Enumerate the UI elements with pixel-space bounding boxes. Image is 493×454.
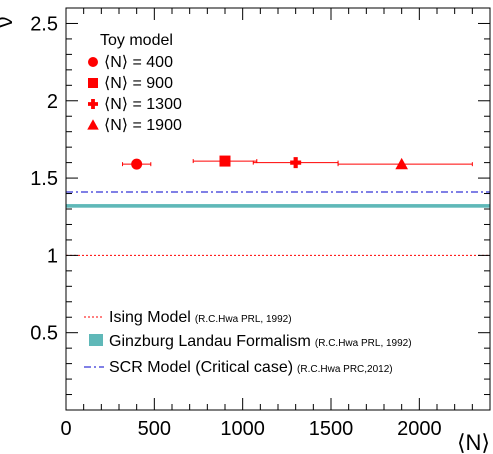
data-point-circle [131, 158, 143, 170]
legend-marker-circle [88, 57, 98, 67]
legend-reference-models: Ising Model (R.C.Hwa PRL, 1992) Ginzburg L… [84, 309, 412, 376]
x-tick-label: 0 [60, 418, 71, 440]
legend-entry-label: ⟨N⟩ = 900 [104, 75, 173, 92]
reference-legend-label: Ising Model [109, 309, 191, 326]
legend-title: Toy model [100, 32, 173, 49]
data-point-square [219, 155, 231, 167]
y-tick-label: 2.5 [30, 13, 58, 35]
legend-band-swatch [89, 334, 103, 346]
legend-entry-label: ⟨N⟩ = 400 [104, 54, 173, 71]
legend-marker-cross [88, 99, 98, 109]
legend-entry-label: ⟨N⟩ = 1300 [104, 96, 182, 113]
reference-legend-citation: (R.C.Hwa PRL, 1992) [195, 314, 292, 325]
data-point-triangle [395, 157, 408, 170]
y-tick-label: 0.5 [30, 323, 58, 345]
axis-labels: 0 500 1000 1500 2000 0.5 1 1.5 2 2.5 ⟨N⟩ ν [0, 13, 490, 454]
legend-entry-label: ⟨N⟩ = 1900 [104, 117, 182, 134]
y-tick-label: 1.5 [30, 168, 58, 190]
reference-legend-label: SCR Model (Critical case) [109, 359, 293, 376]
legend-marker-triangle [87, 119, 99, 130]
reference-legend-citation: (R.C.Hwa PRC,2012) [297, 364, 393, 375]
y-axis-title: ν [0, 17, 17, 28]
x-tick-label: 1000 [220, 418, 265, 440]
x-tick-label: 2000 [397, 418, 442, 440]
reference-legend-citation: (R.C.Hwa PRL, 1992) [315, 338, 412, 349]
axis-ticks [65, 7, 491, 411]
legend-marker-square [88, 78, 98, 88]
x-tick-label: 500 [138, 418, 171, 440]
legend-toy-model: Toy model ⟨N⟩ = 400 ⟨N⟩ = 900 ⟨N⟩ = 1300 ⟨N⟩… [87, 32, 182, 134]
data-point-cross [290, 157, 302, 169]
reference-legend-label: Ginzburg Landau Formalism [109, 333, 311, 350]
y-tick-label: 1 [47, 245, 58, 267]
x-axis-title: ⟨N⟩ [457, 430, 490, 454]
x-tick-label: 1500 [309, 418, 354, 440]
data-points [122, 155, 473, 170]
y-tick-label: 2 [47, 91, 58, 113]
ginzburg-landau-band [65, 204, 491, 208]
